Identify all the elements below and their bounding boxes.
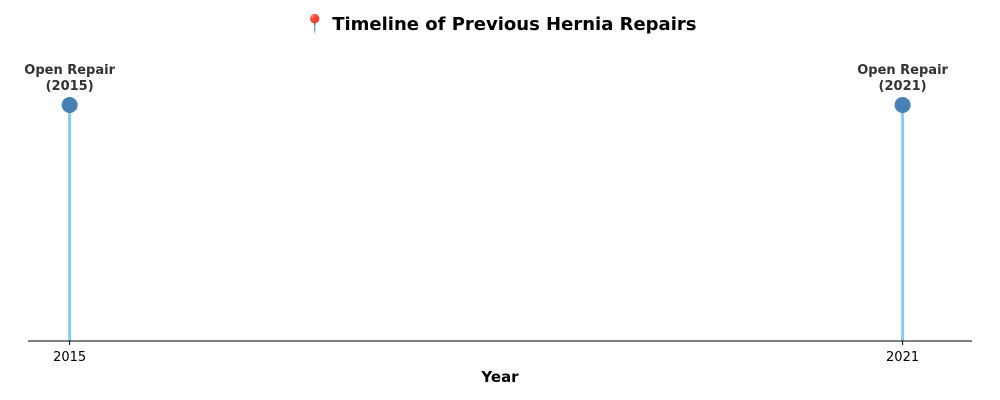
event-sublabel-2015: (2015) (46, 79, 94, 94)
event-label-2015: Open Repair (24, 63, 115, 78)
event-sublabel-2021: (2021) (879, 79, 927, 94)
timeline-marks: Open Repair(2015)Open Repair(2021) (24, 63, 949, 341)
event-label-2021: Open Repair (857, 63, 948, 78)
x-tick-label-2015: 2015 (53, 350, 86, 365)
event-marker-2015 (61, 97, 78, 113)
x-tick-label-2021: 2021 (886, 350, 919, 365)
x-axis-ticks: 2015 2021 (53, 341, 919, 365)
event-marker-2021 (894, 97, 911, 113)
x-axis-label: Year (480, 368, 519, 386)
chart-title: 📍 Timeline of Previous Hernia Repairs (304, 13, 697, 35)
